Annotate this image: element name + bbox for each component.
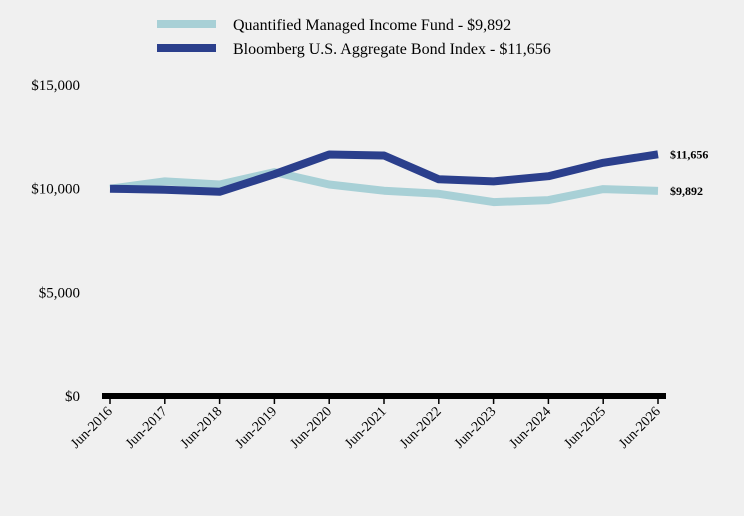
y-axis: $0 $5,000 $10,000 $15,000 — [31, 78, 80, 405]
series-line-0 — [109, 168, 659, 207]
end-labels: $9,892 $11,656 — [670, 147, 708, 198]
x-tick-label-7: Jun-2023 — [452, 404, 499, 451]
x-tick-label-0: Jun-2016 — [68, 404, 115, 451]
series-lines — [109, 150, 659, 207]
x-tick-label-9: Jun-2025 — [562, 404, 609, 451]
end-label-0: $9,892 — [670, 184, 703, 198]
x-tick-label-4: Jun-2020 — [288, 404, 335, 451]
series-line-1 — [109, 150, 659, 196]
end-label-1: $11,656 — [670, 147, 708, 161]
y-tick-label-2: $10,000 — [31, 182, 80, 198]
legend: Quantified Managed Income Fund - $9,892 … — [157, 17, 551, 58]
x-axis: Jun-2016 Jun-2017 Jun-2018 Jun-2019 Jun-2020… — [68, 393, 666, 452]
legend-label-index: Bloomberg U.S. Aggregate Bond Index - $1… — [233, 41, 551, 58]
legend-label-fund: Quantified Managed Income Fund - $9,892 — [233, 17, 511, 34]
x-tick-label-3: Jun-2019 — [233, 404, 280, 451]
y-tick-label-1: $5,000 — [39, 285, 80, 301]
y-tick-label-3: $15,000 — [31, 78, 80, 94]
x-tick-label-10: Jun-2026 — [616, 404, 663, 451]
x-tick-label-8: Jun-2024 — [507, 404, 554, 451]
x-tick-label-5: Jun-2021 — [342, 404, 389, 451]
x-tick-label-6: Jun-2022 — [397, 404, 444, 451]
x-tick-label-1: Jun-2017 — [123, 404, 170, 451]
x-tick-label-2: Jun-2018 — [178, 404, 225, 451]
y-tick-label-0: $0 — [65, 389, 80, 405]
